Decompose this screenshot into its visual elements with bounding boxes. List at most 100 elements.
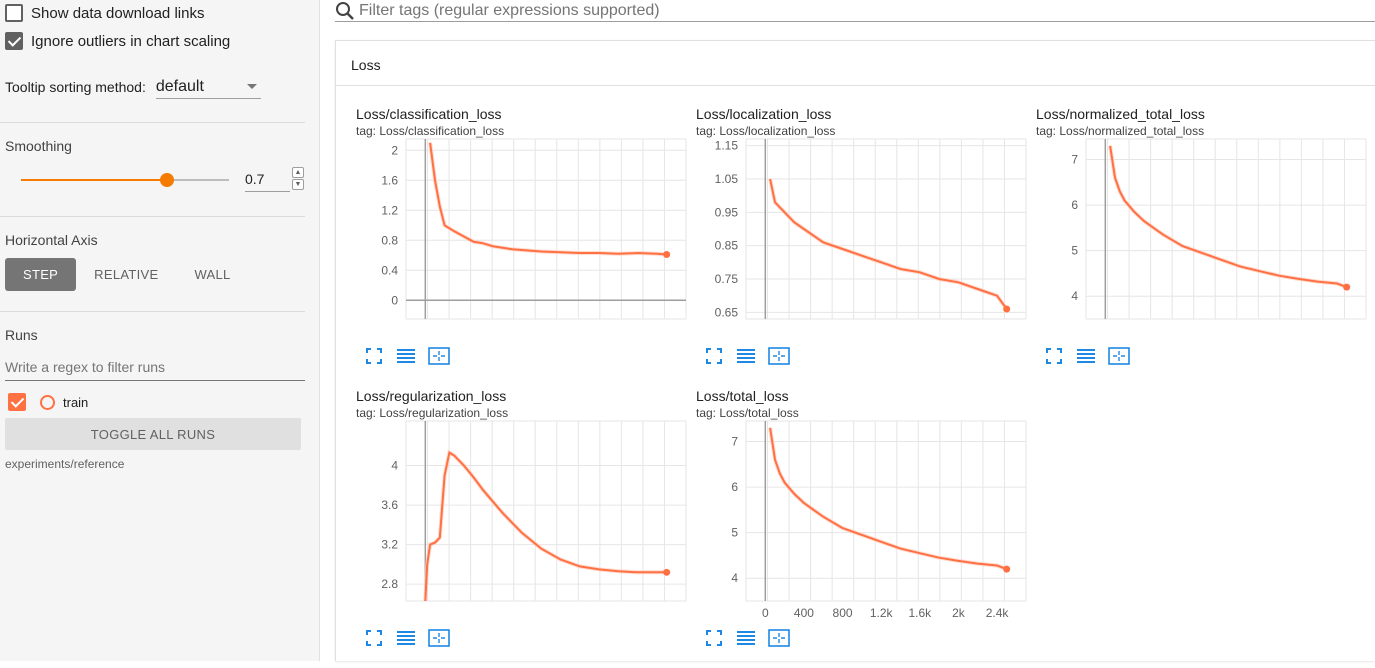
fullscreen-icon[interactable] (704, 628, 724, 648)
card-actions (364, 346, 462, 366)
smoothing-slider[interactable] (21, 173, 229, 187)
run-item-train[interactable]: train (8, 393, 88, 411)
classification-loss-chart[interactable]: 0 0.4 0.8 1.2 1.6 2 (356, 138, 687, 339)
card-title: Loss/total_loss (696, 388, 789, 404)
card-actions (364, 628, 462, 648)
data-table-icon[interactable] (736, 628, 756, 648)
normalized-total-loss-chart[interactable]: 4 5 6 7 (1036, 138, 1367, 339)
run-label: train (63, 394, 89, 410)
y-tick-label: 2 (391, 143, 398, 157)
chevron-down-icon[interactable]: ▼ (292, 179, 304, 190)
fit-domain-icon[interactable] (768, 628, 790, 648)
sidebar: Show data download links Ignore outliers… (0, 0, 320, 661)
run-checkbox[interactable] (8, 393, 26, 411)
localization-loss-chart[interactable]: 0.65 0.75 0.85 0.95 1.05 1.15 (696, 138, 1027, 339)
chevron-up-icon[interactable]: ▲ (292, 167, 304, 178)
card-actions (1044, 346, 1142, 366)
series-last-point (1003, 305, 1011, 313)
chart-card: Loss/localization_loss tag: Loss/localiz… (696, 106, 1027, 386)
y-tick-label: 1.15 (715, 139, 739, 153)
card-tag: tag: Loss/regularization_loss (356, 406, 509, 420)
tooltip-sorting-select[interactable]: default (155, 75, 261, 99)
card-actions (704, 628, 802, 648)
data-table-icon[interactable] (396, 346, 416, 366)
axis-relative-button[interactable]: RELATIVE (94, 267, 159, 282)
ignore-outliers-option[interactable]: Ignore outliers in chart scaling (5, 30, 230, 52)
ignore-outliers-checkbox[interactable] (5, 32, 23, 50)
card-tag: tag: Loss/localization_loss (696, 124, 836, 138)
series-raw-line (1108, 145, 1348, 289)
regularization-loss-chart[interactable]: 2.8 3.2 3.6 4 (356, 420, 687, 621)
series-line-train (424, 451, 667, 602)
series-last-point (663, 251, 671, 258)
tag-filter-bar[interactable]: Filter tags (regular expressions support… (335, 0, 1375, 22)
tag-filter-input[interactable]: Filter tags (regular expressions support… (359, 1, 660, 19)
axis-wall-button[interactable]: WALL (194, 267, 231, 282)
y-tick-label: 1.05 (715, 172, 739, 186)
tooltip-sorting-value: default (155, 77, 204, 95)
y-tick-label: 0.95 (715, 205, 739, 219)
x-tick-label: 0 (762, 606, 769, 620)
fit-domain-icon[interactable] (428, 346, 450, 366)
run-color-circle-icon[interactable] (40, 394, 55, 410)
axis-step-button[interactable]: STEP (5, 258, 77, 291)
fullscreen-icon[interactable] (704, 346, 724, 366)
y-tick-label: 0.85 (715, 239, 739, 253)
chart-card: Loss/regularization_loss tag: Loss/regul… (356, 388, 687, 668)
series-raw-line (423, 449, 667, 602)
show-download-links-option[interactable]: Show data download links (5, 2, 204, 24)
card-title: Loss/normalized_total_loss (1036, 106, 1205, 122)
horizontal-axis-title: Horizontal Axis (5, 232, 98, 248)
divider (0, 122, 305, 123)
divider (0, 216, 305, 217)
series-line-train (429, 142, 667, 256)
divider (0, 311, 305, 312)
fit-domain-icon[interactable] (768, 346, 790, 366)
horizontal-axis-selector: STEP RELATIVE WALL (5, 258, 249, 291)
chevron-down-icon (246, 84, 257, 89)
runs-title: Runs (5, 327, 38, 343)
y-tick-label: 5 (731, 526, 738, 540)
search-icon (336, 1, 354, 20)
y-tick-label: 7 (1071, 153, 1078, 167)
smoothing-stepper[interactable]: ▲ ▼ (292, 167, 304, 191)
data-table-icon[interactable] (1076, 346, 1096, 366)
fullscreen-icon[interactable] (364, 346, 384, 366)
show-download-links-checkbox[interactable] (5, 4, 23, 22)
data-table-icon[interactable] (736, 346, 756, 366)
card-title: Loss/classification_loss (356, 106, 502, 122)
y-tick-label: 0.4 (381, 263, 398, 277)
fit-domain-icon[interactable] (428, 628, 450, 648)
series-line-train (1109, 145, 1348, 289)
series-last-point (1003, 565, 1011, 573)
fit-domain-icon[interactable] (1108, 346, 1130, 366)
y-tick-label: 1.6 (381, 173, 398, 187)
y-tick-label: 7 (731, 435, 738, 449)
smoothing-slider-fill (21, 179, 167, 181)
y-tick-label: 0 (391, 293, 398, 307)
y-tick-label: 4 (391, 459, 398, 473)
tooltip-sorting-row: Tooltip sorting method: default (5, 75, 261, 99)
fullscreen-icon[interactable] (364, 628, 384, 648)
card-tag: tag: Loss/normalized_total_loss (1036, 124, 1205, 138)
y-tick-label: 6 (731, 480, 738, 494)
card-title: Loss/localization_loss (696, 106, 832, 122)
toggle-all-runs-button[interactable]: TOGGLE ALL RUNS (5, 418, 301, 450)
x-tick-label: 2k (952, 606, 966, 620)
fullscreen-icon[interactable] (1044, 346, 1064, 366)
x-tick-label: 800 (833, 606, 853, 620)
ignore-outliers-label: Ignore outliers in chart scaling (31, 32, 231, 50)
smoothing-title: Smoothing (5, 138, 72, 154)
smoothing-slider-thumb[interactable] (159, 173, 174, 187)
group-title[interactable]: Loss (351, 57, 381, 73)
total-loss-chart[interactable]: 4 5 6 7 0 400 800 1.2k 1.6k 2k 2.4k (696, 420, 1027, 621)
runs-filter-input[interactable]: Write a regex to filter runs (5, 357, 305, 381)
card-actions (704, 346, 802, 366)
smoothing-value-input[interactable]: 0.7 (245, 168, 290, 192)
chart-card: Loss/total_loss tag: Loss/total_loss 4 5 6… (696, 388, 1027, 668)
y-tick-label: 1.2 (381, 203, 398, 217)
y-tick-label: 0.65 (715, 305, 739, 319)
y-tick-label: 3.6 (381, 498, 398, 512)
series-line-train (769, 427, 1008, 571)
data-table-icon[interactable] (396, 628, 416, 648)
